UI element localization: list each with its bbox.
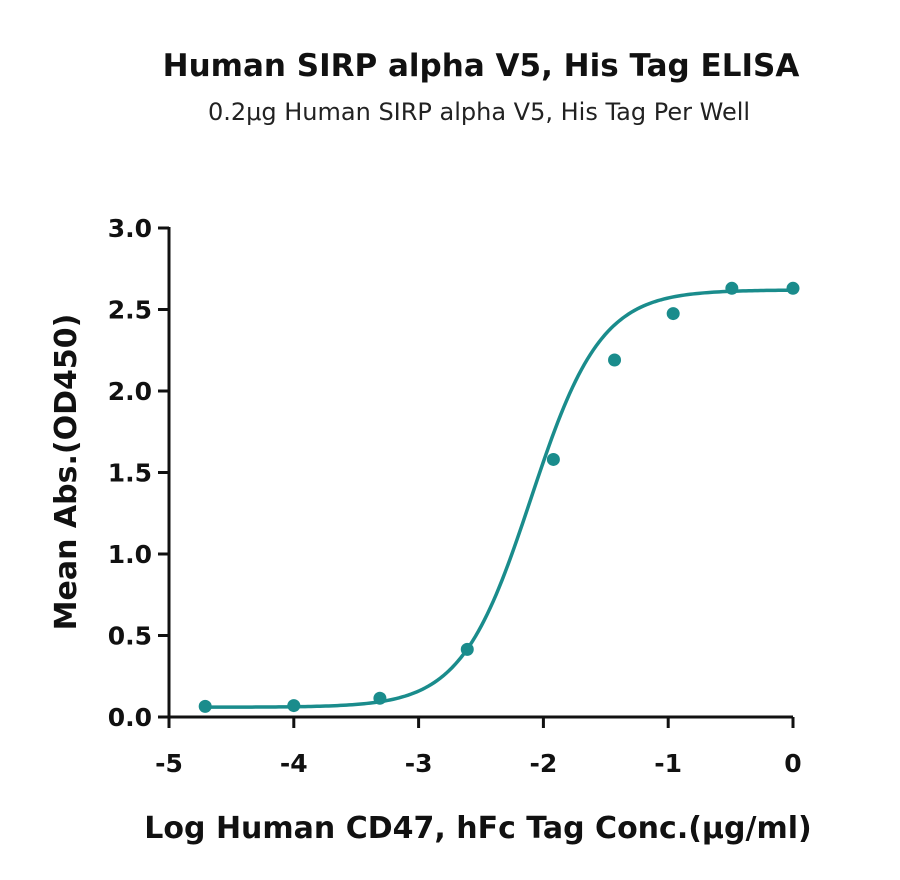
data-point [786,281,800,295]
y-tick-label: 0.0 [108,703,152,732]
data-point [725,281,739,295]
data-point [546,452,560,466]
data-point [373,691,387,705]
x-tick-label: -5 [155,749,183,778]
y-axis-label: Mean Abs.(OD450) [49,314,84,631]
y-tick-label: 0.5 [108,622,152,651]
plot-area: 0.0 0.5 1.0 1.5 2.0 2.5 3.0 -5 -4 -3 -2 -1 0 [108,214,802,778]
data-point [460,642,474,656]
x-tick-label: -2 [530,749,558,778]
data-point [287,699,301,713]
y-tick-label: 1.5 [108,459,152,488]
data-point [608,353,622,367]
x-tick-label: -1 [654,749,682,778]
x-tick-label: -3 [405,749,433,778]
data-point [198,699,212,713]
y-tick-label: 2.5 [108,296,152,325]
chart-title: Human SIRP alpha V5, His Tag ELISA [163,48,800,84]
y-tick-label: 1.0 [108,540,152,569]
chart-subtitle: 0.2μg Human SIRP alpha V5, His Tag Per W… [208,98,750,126]
x-tick-label: -4 [280,749,308,778]
x-tick-label: 0 [784,749,801,778]
y-tick-label: 3.0 [108,214,152,243]
fit-curve-line [205,288,794,709]
x-axis-label: Log Human CD47, hFc Tag Conc.(μg/ml) [144,811,811,846]
y-tick-label: 2.0 [108,377,152,406]
data-point [666,307,680,321]
